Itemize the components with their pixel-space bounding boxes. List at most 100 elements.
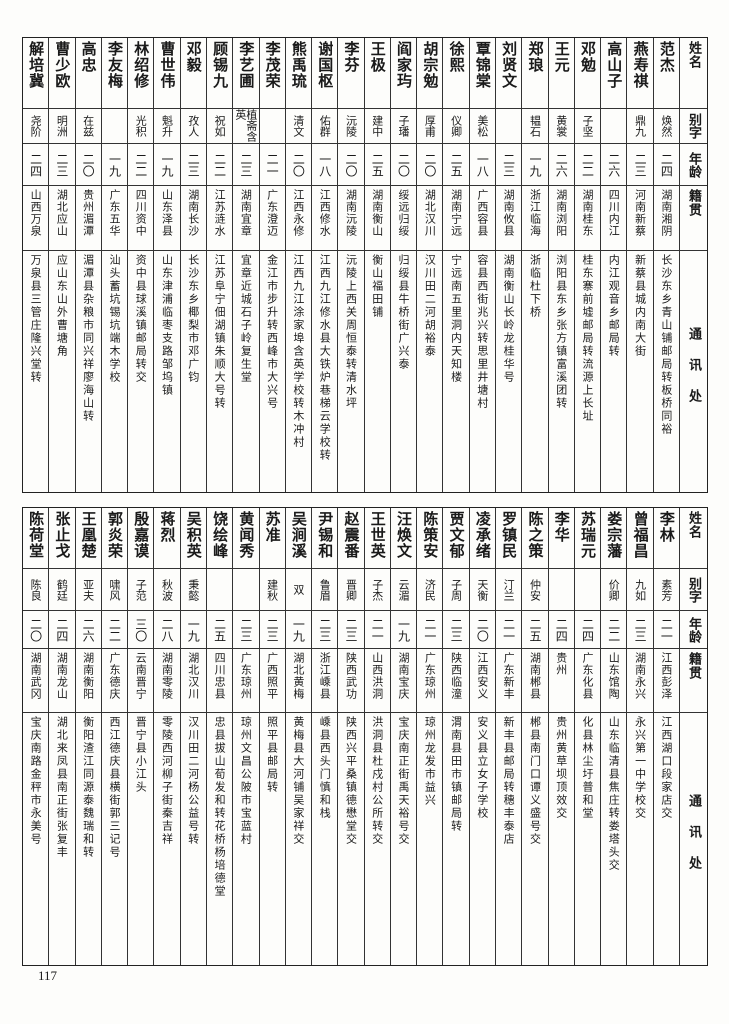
origin-text: 江苏涟水 bbox=[213, 189, 227, 237]
name-text: 王世英 bbox=[368, 511, 387, 559]
name-text: 谢国枢 bbox=[316, 41, 335, 89]
alias-text: 建中 bbox=[370, 115, 384, 137]
origin-text: 湖南攸县 bbox=[502, 189, 516, 237]
age-text: 二一 bbox=[370, 617, 385, 642]
age-cell: 二八 bbox=[154, 611, 180, 649]
alias-cell: 鲁眉 bbox=[312, 569, 338, 611]
alias-text: 光积 bbox=[134, 115, 148, 137]
address-text: 容县西街兆兴转思里井塘村 bbox=[475, 254, 489, 410]
address-cell: 渭南县田市镇邮局转 bbox=[443, 713, 468, 965]
name-text: 蒋烈 bbox=[158, 511, 177, 543]
age-text: 一八 bbox=[317, 152, 332, 177]
age-text: 二〇 bbox=[81, 152, 96, 177]
name-text: 李芬 bbox=[342, 41, 361, 73]
person-record: 高忠 在兹 二〇 贵州湄潭 湄潭县杂粮市同兴祥廖海山转 bbox=[74, 38, 101, 492]
name-cell: 曹少欧 bbox=[49, 38, 75, 109]
name-text: 邓勉 bbox=[579, 41, 598, 73]
address-cell: 汉川田二河杨公益号转 bbox=[181, 713, 206, 965]
address-text: 照平县邮局转 bbox=[265, 716, 279, 794]
name-text: 贾文郁 bbox=[447, 511, 466, 559]
address-cell: 浏阳县东乡张方镇富溪团转 bbox=[549, 251, 574, 492]
age-text: 二二 bbox=[580, 152, 595, 177]
alias-cell: 子杰 bbox=[364, 569, 390, 611]
age-cell: 一九 bbox=[180, 611, 206, 649]
origin-text: 山东馆陶 bbox=[607, 652, 621, 700]
name-text: 李友梅 bbox=[105, 41, 124, 89]
alias-text: 汀兰 bbox=[502, 578, 516, 601]
header-name-cell: 姓名 bbox=[680, 508, 707, 569]
origin-cell: 湖北黄梅 bbox=[285, 649, 312, 713]
name-cell: 罗镇民 bbox=[496, 508, 522, 569]
name-text: 顾锡九 bbox=[211, 41, 230, 89]
person-record: 曾福昌 九如 二三 湖南永兴 永兴第一中学校交 bbox=[626, 508, 653, 965]
origin-cell: 湖北应山 bbox=[49, 186, 75, 251]
age-cell: 二三 bbox=[627, 611, 653, 649]
origin-text: 湖北汉川 bbox=[186, 652, 200, 700]
origin-cell: 湖南宜章 bbox=[233, 186, 259, 251]
alias-cell: 焕然 bbox=[653, 109, 679, 144]
alias-text: 仪卿 bbox=[449, 115, 463, 137]
origin-cell: 湖南宁远 bbox=[443, 186, 469, 251]
person-record: 熊禹琉 清文 二〇 江西永修 江西九江涂家埠含英学校转木冲村 bbox=[284, 38, 312, 492]
origin-cell: 四川资中 bbox=[128, 186, 154, 251]
name-text: 高山子 bbox=[605, 41, 624, 89]
origin-cell: 江苏涟水 bbox=[206, 186, 233, 251]
name-cell: 王凰楚 bbox=[75, 508, 101, 569]
address-cell: 湄潭县杂粮市同兴祥廖海山转 bbox=[76, 251, 101, 492]
name-cell: 胡宗勉 bbox=[417, 38, 443, 109]
alias-text: 子杰 bbox=[370, 578, 384, 601]
address-text: 长沙东乡椰梨市邓广钧 bbox=[186, 254, 200, 384]
address-text: 晋宁县小江头 bbox=[134, 716, 148, 794]
address-cell: 江苏阜宁佃湖镇朱顺大号转 bbox=[207, 251, 232, 492]
alias-text: 清文 bbox=[291, 115, 305, 137]
person-record: 饶绘峰 二五 四川忠县 忠县拔山荀发和转花桥杨培德堂 bbox=[205, 508, 233, 965]
origin-text: 湖南郴县 bbox=[528, 652, 542, 700]
origin-text: 广西容县 bbox=[475, 189, 489, 237]
age-text: 二五 bbox=[212, 617, 227, 642]
alias-cell: 子坚 bbox=[574, 109, 601, 144]
address-cell: 嵊县西头门慎和栈 bbox=[312, 713, 337, 965]
age-cell: 一九 bbox=[154, 144, 180, 186]
age-cell: 二四 bbox=[49, 611, 75, 649]
name-cell: 苏准 bbox=[259, 508, 285, 569]
age-cell: 二三 bbox=[443, 611, 469, 649]
address-text: 沅陵上西关周恒泰转清水坪 bbox=[344, 254, 358, 410]
name-cell: 解培冀 bbox=[22, 38, 49, 109]
header-origin-cell: 籍贯 bbox=[680, 186, 707, 251]
age-text: 二〇 bbox=[28, 617, 43, 642]
header-name-text: 姓名 bbox=[686, 511, 701, 539]
name-text: 高忠 bbox=[79, 41, 98, 73]
origin-cell: 湖南衡山 bbox=[364, 186, 390, 251]
alias-cell: 天衡 bbox=[469, 569, 496, 611]
age-cell: 二〇 bbox=[469, 611, 496, 649]
address-cell: 归绥县牛桥街广兴泰 bbox=[391, 251, 416, 492]
address-cell: 汉川田二河胡裕泰 bbox=[417, 251, 442, 492]
person-record: 李林 素芳 二一 江西彭泽 江西湖口段家店交 bbox=[652, 508, 679, 965]
origin-cell: 广东五华 bbox=[101, 186, 128, 251]
address-text: 衡山福田铺 bbox=[370, 254, 384, 319]
alias-text: 陈良 bbox=[29, 578, 43, 601]
alias-cell: 啸风 bbox=[101, 569, 128, 611]
alias-text: 祝如 bbox=[213, 115, 227, 137]
origin-text: 广西照平 bbox=[265, 652, 279, 700]
age-cell: 一八 bbox=[312, 144, 338, 186]
alias-text: 子周 bbox=[449, 578, 463, 601]
age-cell: 二三 bbox=[259, 611, 285, 649]
age-cell: 二〇 bbox=[75, 144, 101, 186]
name-text: 陈策安 bbox=[421, 511, 440, 559]
name-cell: 覃锦棠 bbox=[469, 38, 496, 109]
person-record: 阎家玙 子璠 二〇 绥远归绥 归绥县牛桥街广兴泰 bbox=[389, 38, 417, 492]
age-cell: 三〇 bbox=[128, 611, 154, 649]
alias-text: 明洲 bbox=[55, 115, 69, 137]
name-cell: 李华 bbox=[548, 508, 574, 569]
alias-cell: 祝如 bbox=[206, 109, 233, 144]
name-cell: 陈荷堂 bbox=[22, 508, 49, 569]
name-cell: 贾文郁 bbox=[443, 508, 469, 569]
header-column: 姓名 别字 年龄 籍贯 通讯处 bbox=[679, 38, 707, 492]
age-text: 二四 bbox=[659, 152, 674, 177]
origin-text: 贵州 bbox=[554, 652, 568, 676]
alias-cell: 孜人 bbox=[180, 109, 206, 144]
age-cell: 二三 bbox=[180, 144, 206, 186]
name-text: 曾福昌 bbox=[631, 511, 650, 559]
address-text: 浙临杜下桥 bbox=[528, 254, 542, 319]
